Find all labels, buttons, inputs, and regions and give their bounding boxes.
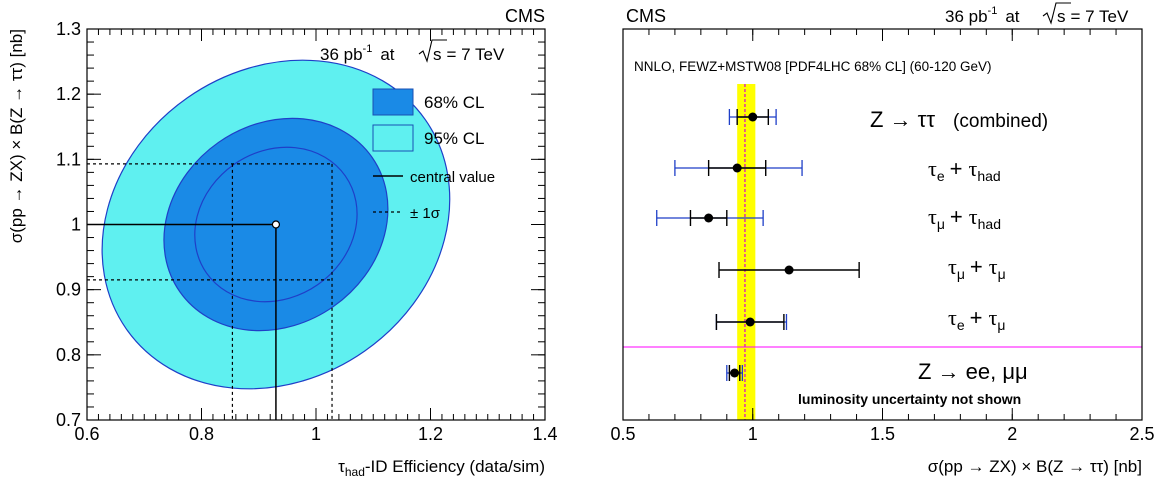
right-plot-frame — [622, 28, 1143, 421]
x-tick-label: 2 — [1007, 424, 1017, 444]
x-tick-label: 1 — [311, 424, 321, 444]
luminosity-note: luminosity uncertainty not shown — [798, 391, 1021, 407]
legend-95-label: 95% CL — [424, 129, 484, 148]
measurement-point — [748, 112, 758, 122]
theory-note: NNLO, FEWZ+MSTW08 [PDF4LHC 68% CL] (60-1… — [634, 59, 991, 74]
y-tick-label: 0.8 — [56, 345, 81, 365]
x-tick-label: 1.4 — [532, 424, 557, 444]
left-xlabel: τhad-ID Efficiency (data/sim) — [338, 457, 545, 479]
measurement-points — [656, 109, 860, 381]
right-panel: 0.5 1 1.5 2 2.5 CMS 36 pb-1 at s = 7 TeV NNLO,… — [610, 2, 1155, 476]
x-tick-label: 0.8 — [189, 424, 214, 444]
row-label-e-had: τe + τhad — [928, 156, 1001, 184]
right-cms-label: CMS — [626, 6, 666, 26]
y-tick-label: 1 — [71, 215, 81, 235]
x-tick-label: 0.5 — [610, 424, 635, 444]
left-lumi-label: 36 pb-1 at s = 7 TeV — [320, 39, 505, 64]
measurement-point — [730, 368, 740, 378]
x-tick-label: 2.5 — [1129, 424, 1154, 444]
legend-68-swatch — [372, 88, 414, 116]
svg-text:36 pb-1at: 36 pb-1 at — [945, 5, 1020, 26]
y-tick-label: 1.1 — [56, 149, 81, 169]
legend-95-swatch — [372, 124, 414, 152]
left-cms-label: CMS — [505, 6, 545, 26]
left-ylabel: σ(pp → ZX) × B(Z → ττ) [nb] — [7, 29, 26, 243]
row-label-e-mu: τe + τμ — [948, 305, 1005, 333]
left-legend: 68% CL 95% CL central value ± 1σ — [372, 88, 495, 222]
right-xlabel: σ(pp → ZX) × B(Z → ττ) [nb] — [928, 457, 1142, 476]
right-axis-ticks: 0.5 1 1.5 2 2.5 — [610, 29, 1155, 444]
left-axis-ticks: 0.6 0.8 1 1.2 1.4 0.7 0.8 0.9 1 1.1 1.2 1.3 — [56, 19, 558, 444]
left-panel: 0.6 0.8 1 1.2 1.4 0.7 0.8 0.9 1 1.1 1.2 1.3 CMS 36 … — [7, 6, 558, 479]
x-tick-label: 1.2 — [418, 424, 443, 444]
y-tick-label: 1.3 — [56, 19, 81, 39]
y-tick-label: 0.9 — [56, 280, 81, 300]
row-label-mu-had: τμ + τhad — [928, 204, 1001, 232]
legend-68-label: 68% CL — [424, 93, 484, 112]
svg-text:s= 7 TeV: s = 7 TeV — [1057, 7, 1129, 26]
y-tick-label: 1.2 — [56, 84, 81, 104]
legend-sigma-label: ± 1σ — [410, 205, 441, 222]
row-label-combined: Z → ττ (combined) — [870, 107, 1048, 132]
row-label-ee-mumu: Z → ee, μμ — [918, 359, 1028, 384]
legend-central-label: central value — [410, 169, 495, 186]
row-labels: Z → ττ (combined) τe + τhad τμ + τhad τμ + τμ τ… — [798, 107, 1048, 407]
measurement-point — [704, 213, 714, 223]
row-label-mu-mu: τμ + τμ — [948, 254, 1006, 282]
measurement-point — [784, 265, 794, 275]
measurement-point — [732, 163, 742, 173]
x-tick-label: 1 — [748, 424, 758, 444]
y-tick-label: 0.7 — [56, 410, 81, 430]
right-lumi-label: 36 pb-1 at s = 7 TeV — [945, 2, 1129, 26]
measurement-point — [745, 317, 755, 327]
svg-text:36 pb-1at: 36 pb-1 at — [320, 43, 395, 64]
x-tick-label: 0.6 — [74, 424, 99, 444]
central-value-marker — [271, 220, 281, 229]
svg-text:s= 7 TeV: s = 7 TeV — [433, 45, 505, 64]
x-tick-label: 1.5 — [870, 424, 895, 444]
central-sigma-lines — [87, 163, 333, 420]
